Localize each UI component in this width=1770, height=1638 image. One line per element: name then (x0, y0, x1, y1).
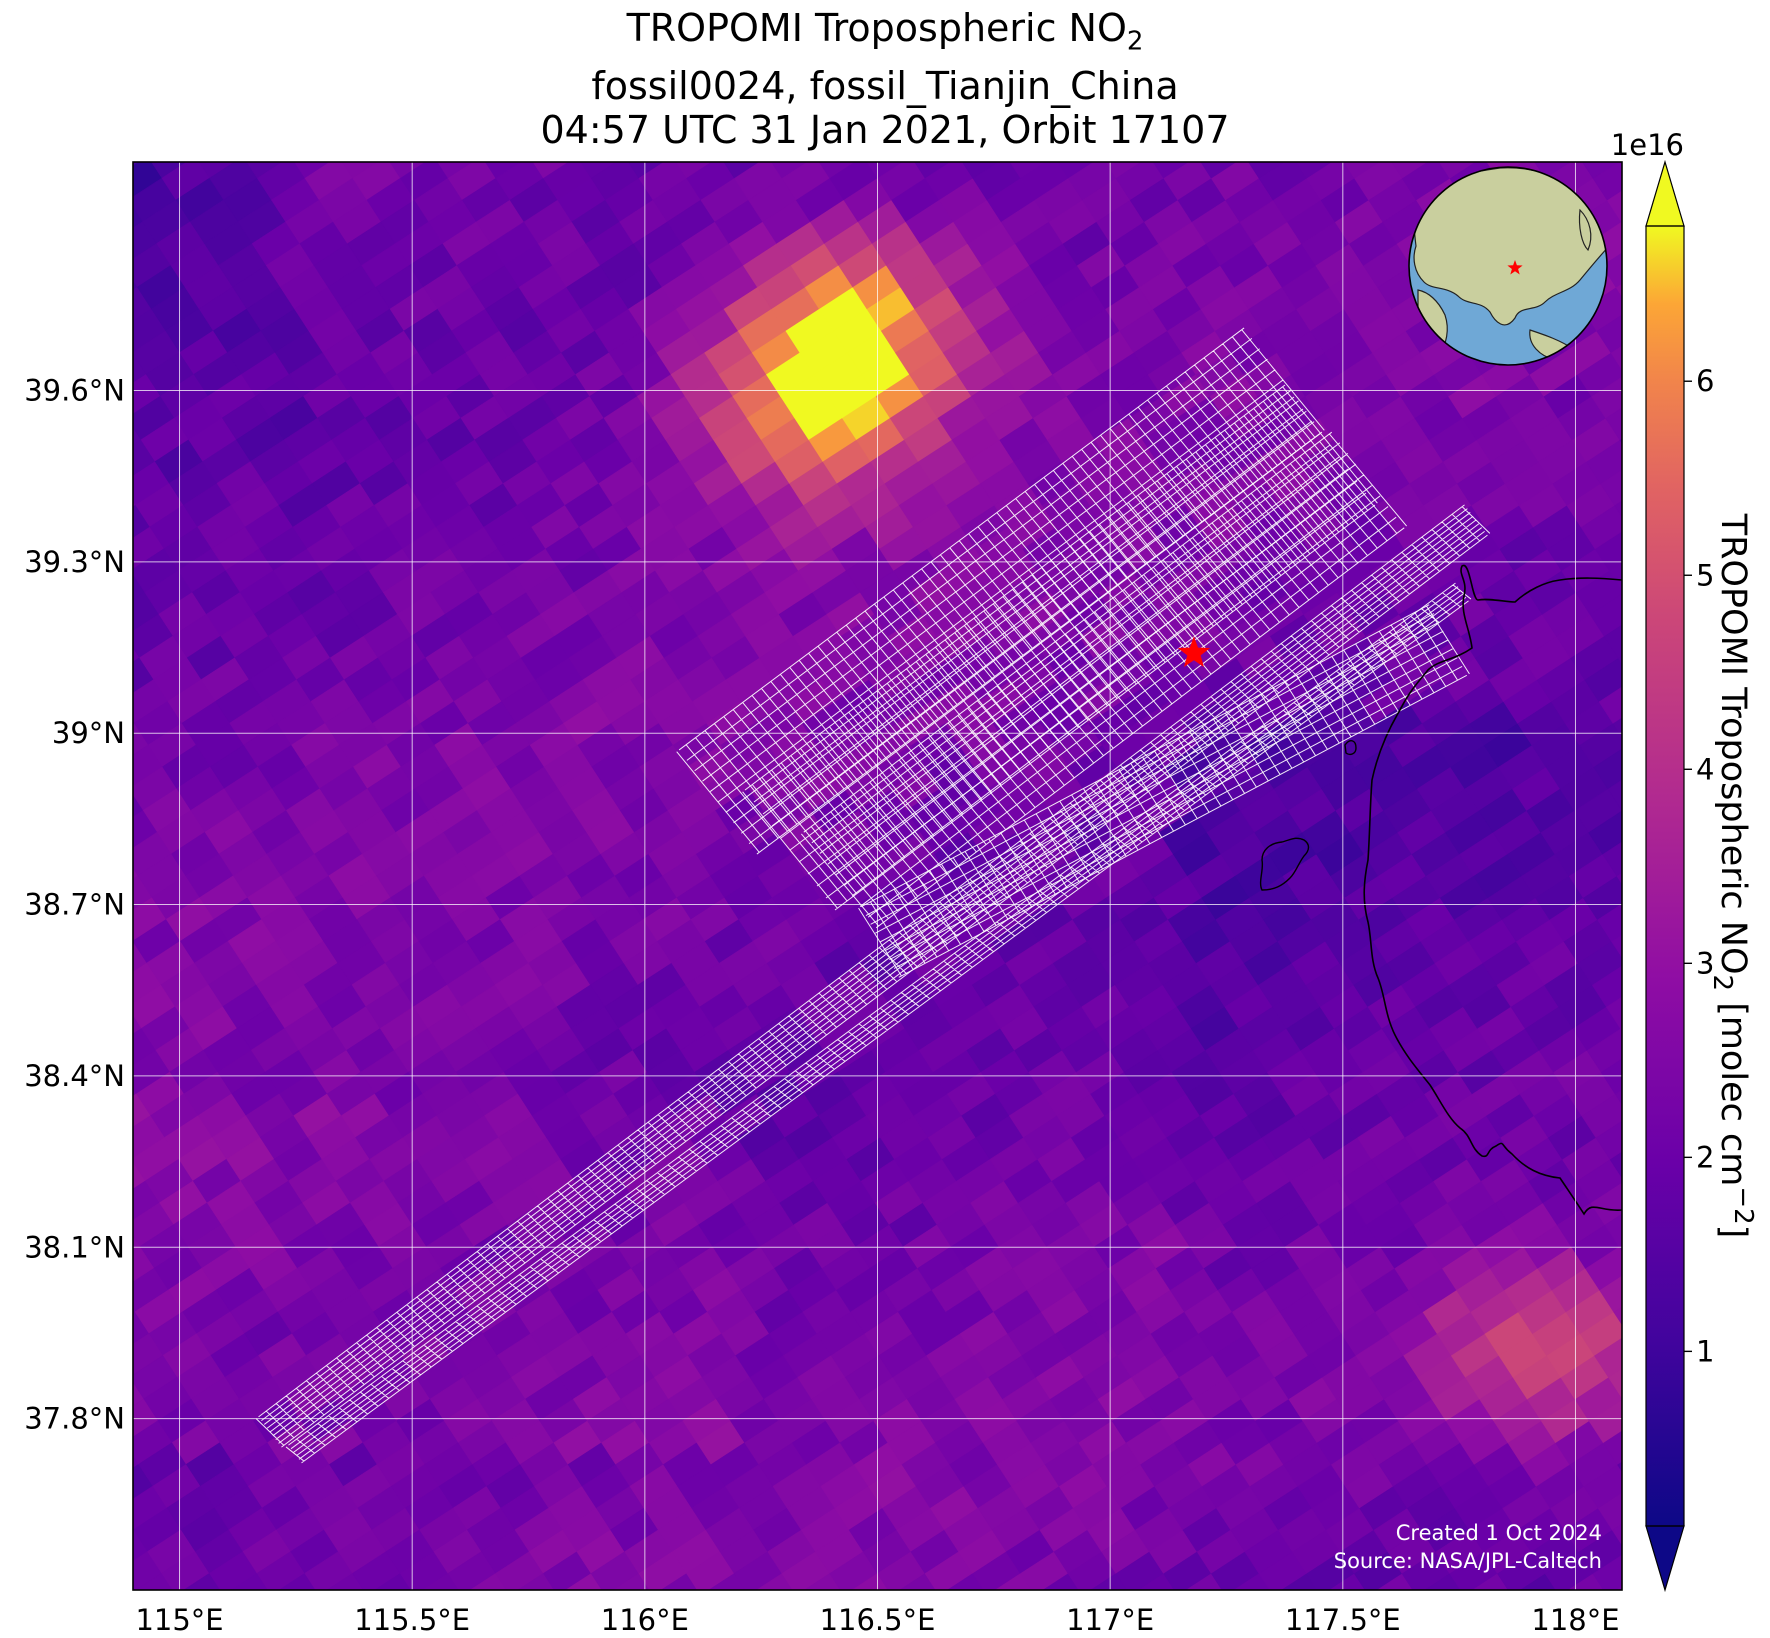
island-large (1259, 837, 1310, 891)
colorbar-ticks: 1 2 3 4 5 6 (1684, 364, 1714, 1368)
lon-tick-label: 117.5°E (1285, 1603, 1401, 1637)
island-small (1344, 740, 1357, 756)
target-star (1177, 636, 1211, 667)
lat-tick-label: 39.6°N (24, 373, 125, 407)
graticule (133, 162, 1622, 1590)
title-line-2: fossil0024, fossil_Tianjin_China (591, 63, 1179, 108)
colorbar-tick-label: 6 (1696, 364, 1714, 398)
colorbar-tick-label: 5 (1696, 558, 1714, 592)
no2-pixel-field (133, 162, 1622, 1590)
source-credit: Source: NASA/JPL-Caltech (1334, 1549, 1602, 1573)
lat-tick-label: 38.7°N (24, 888, 125, 922)
no2-map-area: Created 1 Oct 2024 Source: NASA/JPL-Calt… (133, 162, 1622, 1590)
target-star-icon (1177, 636, 1211, 667)
lon-tick-label: 115.5°E (354, 1603, 470, 1637)
title-line-3: 04:57 UTC 31 Jan 2021, Orbit 17107 (540, 107, 1230, 152)
colorbar-tick-label: 4 (1696, 752, 1714, 786)
created-date: Created 1 Oct 2024 (1396, 1521, 1602, 1545)
figure-title: TROPOMI Tropospheric NO2 fossil0024, fos… (0, 6, 1770, 152)
lat-tick-label: 38.4°N (24, 1059, 125, 1093)
colorbar-label: TROPOMI Tropospheric NO2 [molec cm−2] (1707, 513, 1758, 1239)
lat-tick-label: 38.1°N (24, 1230, 125, 1264)
lat-tick-label: 39°N (52, 716, 125, 750)
lon-tick-label: 116.5°E (820, 1603, 936, 1637)
colorbar-extend-min (1645, 1525, 1685, 1593)
lon-tick-label: 116°E (601, 1603, 689, 1637)
lat-tick-label: 37.8°N (24, 1402, 125, 1436)
title-line-1: TROPOMI Tropospheric NO2 (626, 6, 1144, 57)
globe-target-marker-icon (1507, 260, 1523, 275)
lat-tick-label: 39.3°N (24, 545, 125, 579)
lon-tick-label: 117°E (1066, 1603, 1154, 1637)
inset-globe (1408, 166, 1608, 366)
lon-tick-label: 118°E (1531, 1603, 1619, 1637)
bohai-coastline (1363, 564, 1622, 1216)
colorbar-extend-max (1645, 159, 1685, 227)
colorbar-tick-label: 1 (1696, 1334, 1714, 1368)
colorbar: 1 2 3 4 5 6 1e16 TROPOMI Tropospheric NO2 [mo… (1611, 128, 1758, 1593)
longitude-tick-labels: 115°E 115.5°E 116°E 116.5°E 117°E 117.5°E 118°… (135, 1603, 1619, 1637)
coastline (1259, 564, 1622, 1216)
colorbar-exponent: 1e16 (1611, 128, 1684, 162)
colorbar-gradient (1646, 226, 1684, 1526)
globe-land-japan (1578, 208, 1592, 252)
map-frame (132, 161, 1623, 1591)
colorbar-tick-label: 2 (1696, 1140, 1714, 1174)
globe-outline (1408, 166, 1608, 366)
colorbar-tick-label: 3 (1696, 946, 1714, 980)
lon-tick-label: 115°E (135, 1603, 223, 1637)
latitude-tick-labels: 37.8°N 38.1°N 38.4°N 38.7°N 39°N 39.3°N 39.6°N (24, 373, 125, 1435)
